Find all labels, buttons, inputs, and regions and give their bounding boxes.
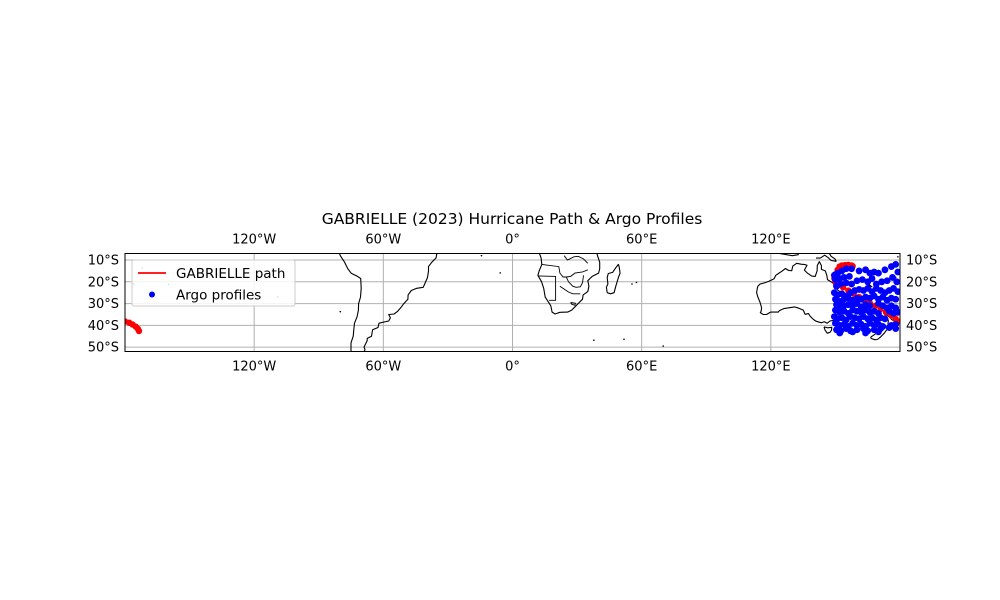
lat-tick-label-right: 20°S: [906, 275, 937, 290]
map-frame: [124, 253, 901, 352]
lon-tick-label-top: 120°W: [232, 233, 276, 248]
lon-tick-label-top: 60°W: [365, 233, 401, 248]
argo-profile-point: [894, 288, 900, 296]
lon-tick-label-bottom: 60°E: [626, 360, 657, 375]
country-border: [570, 302, 576, 306]
argo-profile-point: [840, 274, 848, 281]
lon-tick-label-bottom: 120°E: [751, 360, 791, 375]
argo-profile-point: [837, 280, 845, 288]
lat-tick-label-right: 10°S: [906, 254, 937, 269]
legend: GABRIELLE path Argo profiles: [131, 259, 296, 307]
argo-profile-point: [862, 329, 869, 337]
argo-profile-point: [846, 272, 853, 280]
argo-profile-point: [842, 279, 850, 287]
legend-box: [131, 259, 296, 307]
country-border: [565, 275, 584, 288]
argo-profile-point: [875, 328, 882, 336]
lat-tick-label-left: 50°S: [88, 341, 119, 356]
country-border: [563, 255, 589, 264]
argo-profile-point: [848, 280, 855, 288]
argo-profile-point: [885, 324, 893, 331]
argo-profile-point: [858, 276, 866, 284]
ocean-frame-east-coastline: [779, 253, 799, 257]
argo-profile-point: [892, 295, 900, 303]
legend-label: GABRIELLE path: [176, 266, 285, 282]
island-marker: [339, 310, 342, 313]
country-border: [559, 285, 581, 295]
lon-tick-label-bottom: 60°W: [365, 360, 401, 375]
island-marker: [662, 345, 664, 347]
island-marker: [623, 338, 625, 341]
argo-profile-point: [881, 266, 889, 274]
island-marker: [635, 281, 638, 284]
lat-tick-label-right: 40°S: [906, 319, 937, 334]
argo-profile-point: [836, 329, 844, 337]
argo-profile-point: [848, 265, 855, 273]
lon-tick-label-top: 60°E: [626, 233, 657, 248]
argo-profile-point: [875, 269, 882, 277]
map-title: GABRIELLE (2023) Hurricane Path & Argo P…: [322, 210, 703, 228]
argo-profile-point: [849, 328, 857, 336]
australia-coastline: [756, 261, 844, 324]
lat-tick-label-left: 30°S: [88, 297, 119, 312]
argo-profile-point: [883, 277, 891, 285]
lat-tick-label-right: 50°S: [906, 341, 937, 356]
lat-tick-label-left: 10°S: [88, 254, 119, 269]
island-marker: [897, 255, 899, 258]
hurricane-path-point: [135, 327, 143, 335]
country-border: [537, 275, 557, 301]
argo-profile-point: [866, 302, 874, 310]
lat-tick-label-left: 40°S: [88, 319, 119, 334]
argo-profile-point: [893, 278, 900, 286]
argo-profile-point: [855, 267, 863, 275]
argo-profile-point: [892, 325, 900, 333]
lon-tick-label-top: 120°E: [751, 233, 791, 248]
island-marker: [631, 283, 633, 285]
argo-profile-point: [894, 268, 900, 276]
island-marker: [480, 254, 483, 257]
lat-tick-label-right: 30°S: [906, 297, 937, 312]
argo-profile-point: [868, 275, 876, 282]
island-marker: [499, 272, 502, 274]
lat-tick-label-left: 20°S: [88, 275, 119, 290]
argo-profile-point: [881, 315, 889, 323]
argo-profile-point: [889, 274, 896, 281]
lon-tick-label-bottom: 0°: [505, 360, 520, 375]
tasmania-coastline: [823, 326, 833, 334]
legend-point-swatch: [149, 291, 155, 298]
legend-label: Argo profiles: [176, 288, 261, 304]
argo-profile-point: [842, 265, 850, 273]
argo-profile-point: [878, 278, 886, 286]
island-marker: [593, 339, 595, 341]
argo-profile-point: [853, 277, 861, 285]
argo-profile-point: [894, 308, 900, 316]
new-guinea-coastline: [816, 253, 837, 262]
argo-profile-point: [892, 260, 900, 268]
lon-tick-label-top: 0°: [505, 233, 520, 248]
map-axes: 120°W 120°W 60°W 60°W 0° 0° 60°E 60°E 120°E 120°E…: [88, 233, 938, 375]
south-america-coastline: [338, 253, 438, 352]
lon-tick-label-bottom: 120°W: [232, 360, 276, 375]
country-border: [541, 263, 588, 278]
madagascar-coastline: [605, 263, 621, 295]
africa-coastline: [537, 253, 601, 315]
